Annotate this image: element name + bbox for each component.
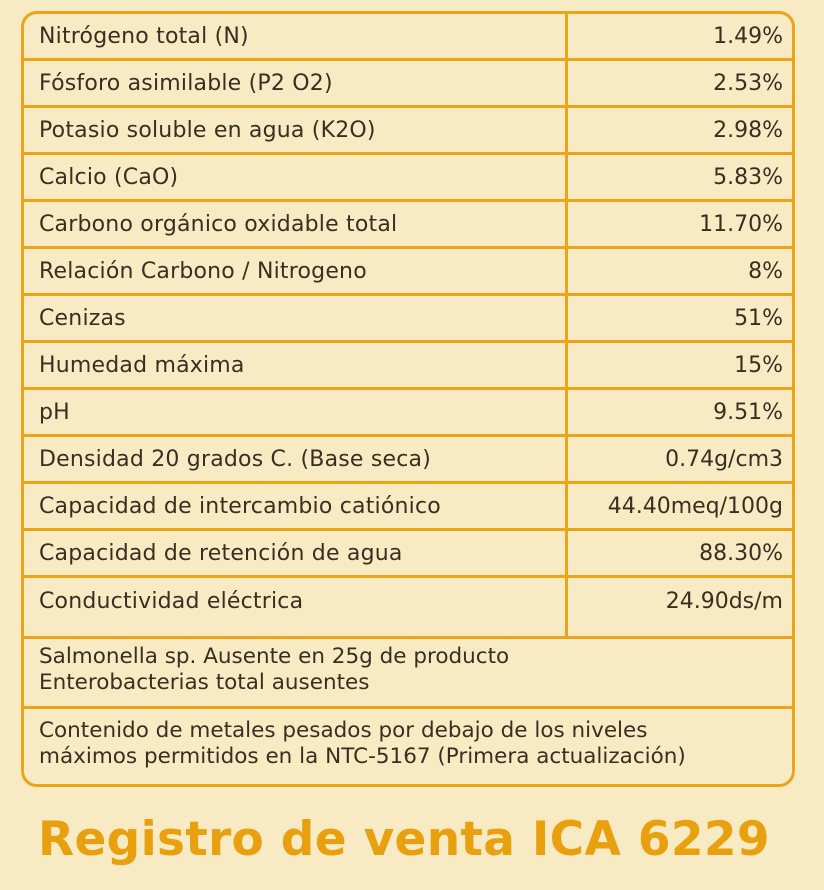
row-value: 24.90ds/m — [665, 589, 783, 614]
row-label: Nitrógeno total (N) — [39, 23, 249, 49]
heavy-metals-note: Contenido de metales pesados por debajo … — [24, 709, 792, 784]
row-value: 1.49% — [713, 23, 783, 49]
column-divider — [565, 390, 568, 434]
table-row: Densidad 20 grados C. (Base seca) 0.74g/… — [24, 437, 792, 484]
table-row: Capacidad de retención de agua 88.30% — [24, 531, 792, 578]
table-row: Nitrógeno total (N) 1.49% — [24, 14, 792, 61]
row-value: 15% — [734, 352, 783, 378]
row-value: 5.83% — [713, 164, 783, 190]
column-divider — [565, 531, 568, 575]
row-value: 51% — [734, 305, 783, 331]
row-label: Cenizas — [39, 305, 126, 331]
row-label: Capacidad de retención de agua — [39, 540, 403, 566]
row-label: Calcio (CaO) — [39, 164, 179, 190]
note-line: Contenido de metales pesados por debajo … — [39, 718, 648, 743]
table-row: Humedad máxima 15% — [24, 343, 792, 390]
column-divider — [565, 437, 568, 481]
row-label: Potasio soluble en agua (K2O) — [39, 117, 376, 143]
column-divider — [565, 343, 568, 387]
row-value: 2.98% — [713, 117, 783, 143]
table-row: Fósforo asimilable (P2 O2) 2.53% — [24, 61, 792, 108]
row-label: Conductividad eléctrica — [39, 589, 304, 614]
column-divider — [565, 249, 568, 293]
column-divider — [565, 202, 568, 246]
column-divider — [565, 578, 568, 636]
row-label: Capacidad de intercambio catiónico — [39, 493, 441, 519]
column-divider — [565, 296, 568, 340]
row-label: Relación Carbono / Nitrogeno — [39, 258, 367, 284]
row-value: 11.70% — [699, 211, 783, 237]
row-value: 0.74g/cm3 — [665, 446, 783, 472]
row-value: 88.30% — [699, 540, 783, 566]
note-line: Enterobacterias total ausentes — [39, 670, 370, 695]
note-line: Salmonella sp. Ausente en 25g de product… — [39, 644, 510, 669]
row-value: 2.53% — [713, 70, 783, 96]
column-divider — [565, 14, 568, 58]
table-row: Calcio (CaO) 5.83% — [24, 155, 792, 202]
column-divider — [565, 155, 568, 199]
table-row: Relación Carbono / Nitrogeno 8% — [24, 249, 792, 296]
table-row: Capacidad de intercambio catiónico 44.40… — [24, 484, 792, 531]
microbiology-note: Salmonella sp. Ausente en 25g de product… — [24, 639, 792, 709]
registration-title: Registro de venta ICA 6229 — [38, 812, 770, 867]
row-label: Humedad máxima — [39, 352, 245, 378]
row-label: Fósforo asimilable (P2 O2) — [39, 70, 333, 96]
row-label: Carbono orgánico oxidable total — [39, 211, 398, 237]
table-row: Conductividad eléctrica 24.90ds/m — [24, 578, 792, 639]
column-divider — [565, 108, 568, 152]
row-value: 44.40meq/100g — [607, 493, 783, 519]
table-row: Potasio soluble en agua (K2O) 2.98% — [24, 108, 792, 155]
row-label: Densidad 20 grados C. (Base seca) — [39, 446, 432, 472]
row-value: 8% — [748, 258, 783, 284]
table-row: pH 9.51% — [24, 390, 792, 437]
column-divider — [565, 61, 568, 105]
column-divider — [565, 484, 568, 528]
table-row: Carbono orgánico oxidable total 11.70% — [24, 202, 792, 249]
row-value: 9.51% — [713, 399, 783, 425]
note-line: máximos permitidos en la NTC-5167 (Prime… — [39, 744, 686, 769]
table-row: Cenizas 51% — [24, 296, 792, 343]
composition-table: Nitrógeno total (N) 1.49% Fósforo asimil… — [21, 11, 795, 787]
row-label: pH — [39, 399, 70, 425]
